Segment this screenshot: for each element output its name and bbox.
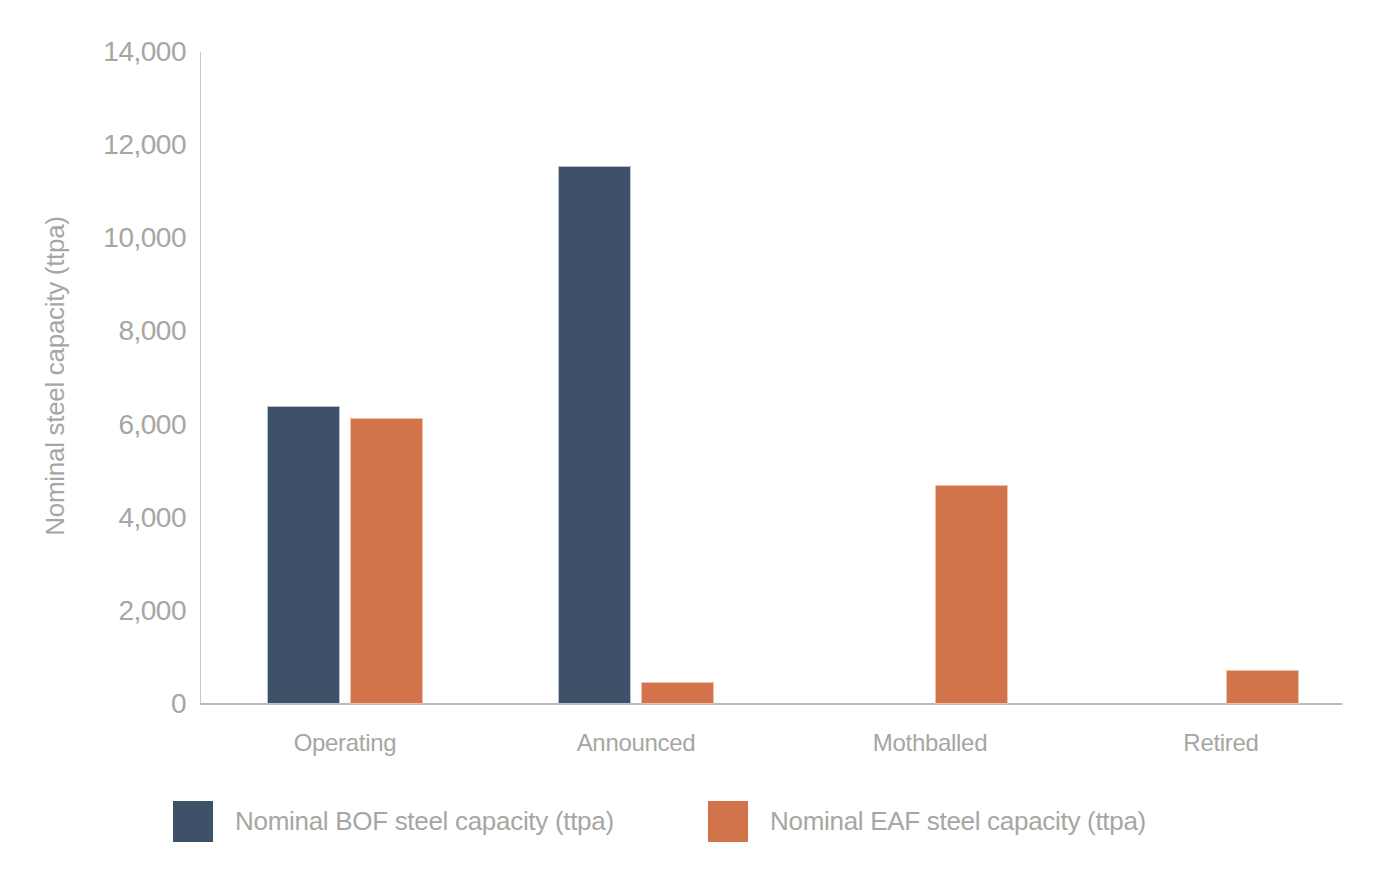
bar-bof-operating[interactable] — [267, 406, 340, 704]
y-axis-title: Nominal steel capacity (ttpa) — [40, 216, 71, 535]
bar-eaf-retired[interactable] — [1226, 670, 1299, 704]
y-tick-label: 12,000 — [103, 129, 186, 161]
x-category-label-retired: Retired — [1183, 729, 1258, 757]
y-tick-label: 8,000 — [118, 315, 186, 347]
bar-chart: Nominal steel capacity (ttpa) 0 2,000 4,00… — [0, 0, 1398, 874]
legend-item-bof[interactable]: Nominal BOF steel capacity (ttpa) — [173, 800, 614, 842]
bar-eaf-announced[interactable] — [641, 682, 714, 704]
legend-item-eaf[interactable]: Nominal EAF steel capacity (ttpa) — [708, 800, 1146, 842]
x-category-label-operating: Operating — [294, 729, 397, 757]
y-tick-label: 2,000 — [118, 595, 186, 627]
legend-label: Nominal EAF steel capacity (ttpa) — [770, 806, 1146, 837]
y-tick-label: 6,000 — [118, 409, 186, 441]
y-tick-label: 4,000 — [118, 502, 186, 534]
x-category-label-mothballed: Mothballed — [873, 729, 987, 757]
y-axis-line — [200, 52, 201, 704]
bar-bof-announced[interactable] — [558, 166, 631, 704]
y-tick-label: 14,000 — [103, 36, 186, 68]
y-tick-label: 10,000 — [103, 222, 186, 254]
y-tick-label: 0 — [171, 688, 186, 720]
x-category-label-announced: Announced — [577, 729, 696, 757]
legend-swatch-bof — [173, 801, 213, 842]
bar-eaf-operating[interactable] — [350, 418, 423, 704]
legend-label: Nominal BOF steel capacity (ttpa) — [235, 806, 614, 837]
bar-eaf-mothballed[interactable] — [935, 485, 1008, 704]
legend-swatch-eaf — [708, 801, 748, 842]
